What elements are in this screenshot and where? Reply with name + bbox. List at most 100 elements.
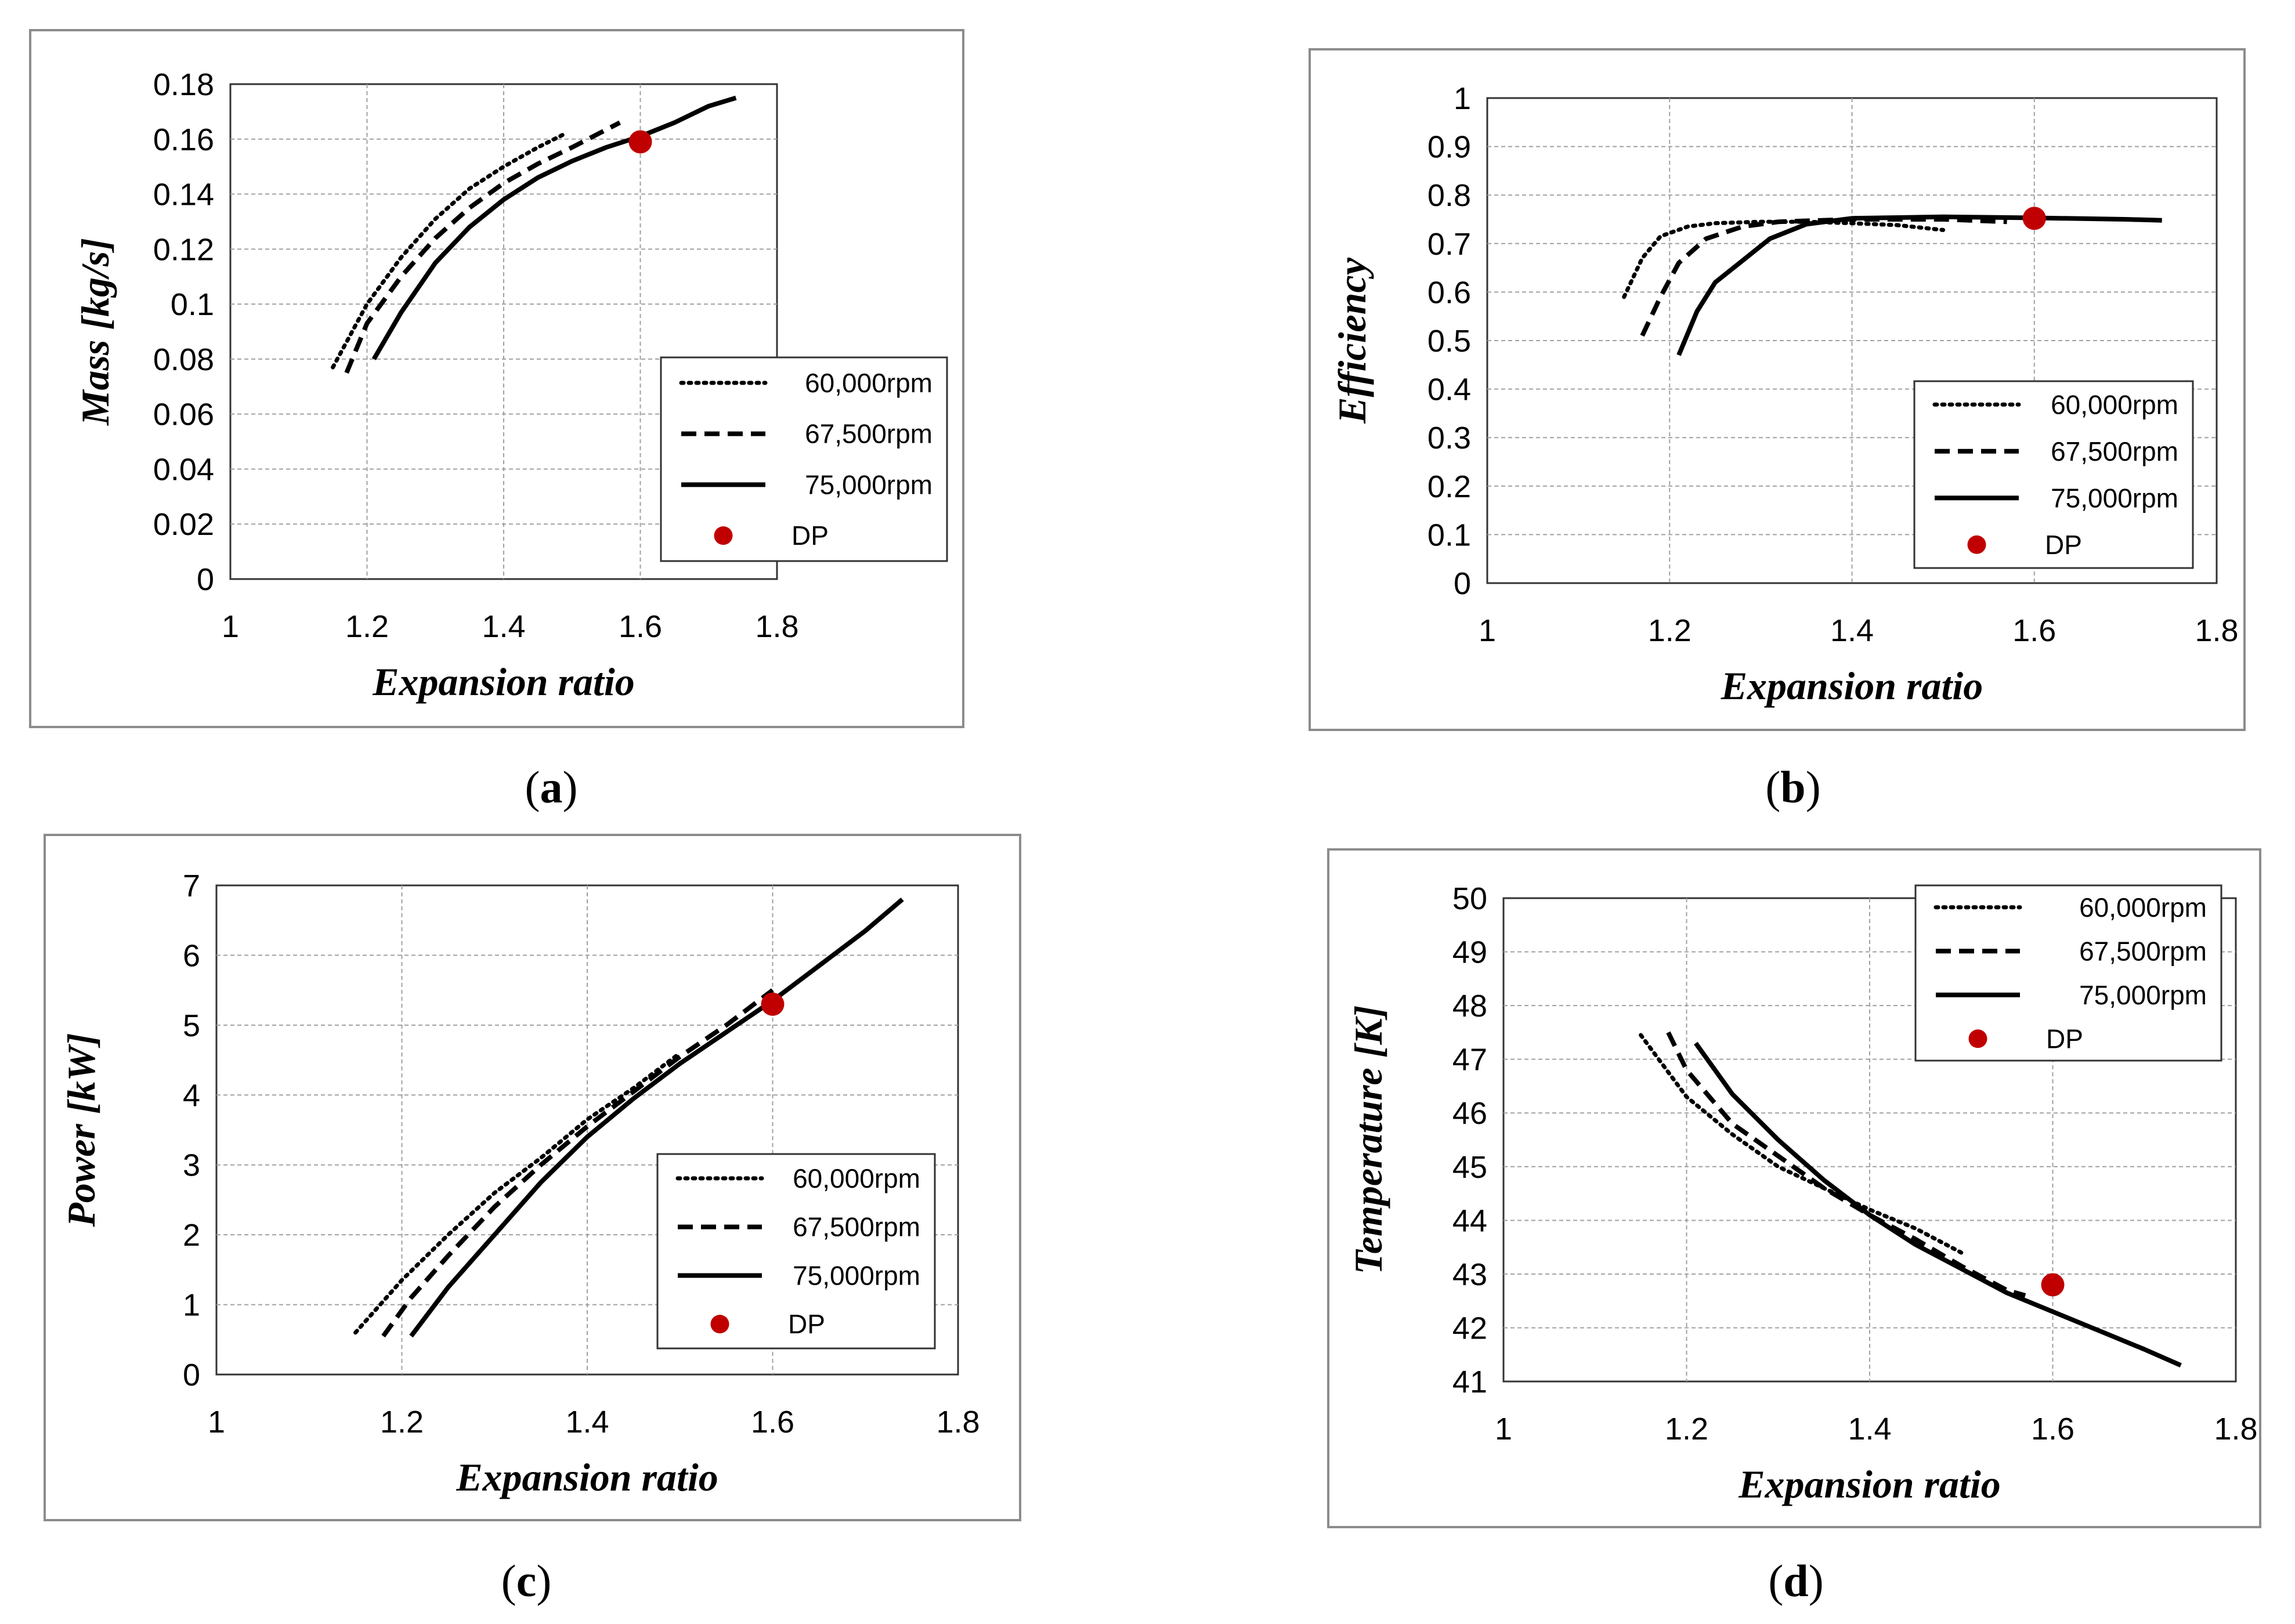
legend-sample-dp bbox=[1967, 535, 1986, 554]
y-tick-label: 4 bbox=[183, 1078, 200, 1113]
y-axis-title: Power [kW] bbox=[59, 1033, 103, 1227]
y-tick-label: 5 bbox=[183, 1008, 200, 1043]
y-tick-label: 0.14 bbox=[153, 178, 214, 212]
x-tick-label: 1.2 bbox=[1648, 613, 1692, 648]
series-line-dotted bbox=[1622, 219, 1946, 299]
y-axis-title: Temperature [K] bbox=[1346, 1005, 1390, 1274]
legend-label: 75,000rpm bbox=[2051, 483, 2178, 513]
chart-panel-c: 0 1 2 3 4 5 6 7 1 1.2 1.4 1.6 1.8 Expansion ratio Powe… bbox=[44, 834, 1021, 1521]
x-tick-label: 1.8 bbox=[936, 1405, 980, 1439]
series-line-dotted bbox=[331, 131, 568, 370]
design-point-marker bbox=[2041, 1273, 2065, 1297]
x-tick-label: 1.2 bbox=[345, 609, 389, 644]
x-axis-title: Expansion ratio bbox=[1721, 664, 1983, 708]
series-line-dotted bbox=[353, 1051, 682, 1335]
chart-svg-b: 0 0.1 0.2 0.3 0.4 0.5 0.6 0.7 0.8 0.9 1 1 1.2 1.4 1.6 1… bbox=[1330, 81, 2239, 708]
legend-label: 67,500rpm bbox=[2051, 436, 2178, 466]
legend-sample-dp bbox=[710, 1315, 729, 1334]
chart-panel-a: 0 0.02 0.04 0.06 0.08 0.1 0.12 0.14 0.16 0.18 1 1.2… bbox=[29, 29, 964, 728]
chart-svg-d: 41 42 43 44 45 46 47 48 49 50 1 1.2 1.4 1.6 1.8 Expansi… bbox=[1346, 881, 2258, 1506]
series-line-dashed bbox=[1666, 1031, 2026, 1298]
x-tick-label: 1.6 bbox=[2031, 1412, 2074, 1446]
y-tick-label: 46 bbox=[1452, 1096, 1487, 1131]
y-tick-label: 1 bbox=[1454, 81, 1471, 116]
caption-c: (c) bbox=[501, 1556, 552, 1606]
y-tick-label: 1 bbox=[183, 1288, 200, 1323]
x-tick-label: 1.2 bbox=[380, 1405, 424, 1439]
series-line-dashed bbox=[381, 988, 774, 1338]
x-tick-label: 1.6 bbox=[2012, 613, 2056, 648]
y-tick-label: 42 bbox=[1452, 1311, 1487, 1346]
legend-label: 67,500rpm bbox=[793, 1212, 920, 1242]
x-tick-label: 1 bbox=[208, 1405, 225, 1439]
y-tick-label: 0.6 bbox=[1427, 275, 1471, 310]
series-line-solid bbox=[371, 95, 737, 360]
legend-label: 75,000rpm bbox=[793, 1260, 920, 1290]
design-point-marker bbox=[2022, 207, 2046, 230]
x-tick-label: 1.2 bbox=[1665, 1412, 1708, 1446]
x-tick-label: 1.6 bbox=[619, 609, 662, 644]
y-tick-label: 43 bbox=[1452, 1257, 1487, 1292]
y-axis-title: Efficiency bbox=[1330, 257, 1374, 424]
x-axis-title: Expansion ratio bbox=[372, 660, 635, 704]
y-tick-label: 0.1 bbox=[1427, 518, 1471, 552]
legend-label: 60,000rpm bbox=[2051, 389, 2178, 419]
y-tick-label: 0.9 bbox=[1427, 130, 1471, 165]
y-tick-label: 41 bbox=[1452, 1365, 1487, 1399]
legend-sample-dp bbox=[1968, 1029, 1987, 1048]
x-tick-label: 1.4 bbox=[1830, 613, 1874, 648]
y-tick-label: 48 bbox=[1452, 989, 1487, 1023]
x-tick-label: 1.8 bbox=[755, 609, 798, 644]
legend-label: 60,000rpm bbox=[805, 368, 933, 398]
chart-panel-d: 41 42 43 44 45 46 47 48 49 50 1 1.2 1.4 1.6 1.8 Expansi… bbox=[1327, 848, 2261, 1528]
x-tick-label: 1.6 bbox=[751, 1405, 794, 1439]
legend-label: 75,000rpm bbox=[805, 469, 933, 500]
series-line-dotted bbox=[1639, 1033, 1964, 1255]
y-tick-label: 0.18 bbox=[153, 67, 214, 102]
y-tick-label: 0.16 bbox=[153, 122, 214, 157]
y-tick-label: 7 bbox=[183, 869, 200, 903]
y-tick-label: 6 bbox=[183, 938, 200, 973]
y-tick-label: 0.08 bbox=[153, 342, 214, 377]
y-tick-label: 0.2 bbox=[1427, 469, 1471, 504]
y-tick-label: 0.12 bbox=[153, 232, 214, 267]
y-tick-label: 0.5 bbox=[1427, 324, 1471, 359]
y-tick-label: 45 bbox=[1452, 1150, 1487, 1185]
caption-d: (d) bbox=[1768, 1556, 1824, 1606]
series-line-dashed bbox=[344, 120, 621, 374]
legend-label: 67,500rpm bbox=[805, 419, 933, 449]
y-tick-label: 0.7 bbox=[1427, 227, 1471, 262]
legend-box bbox=[1913, 380, 2194, 569]
x-axis-title: Expansion ratio bbox=[1738, 1462, 2001, 1506]
series-line-dashed bbox=[1640, 217, 2007, 337]
y-tick-label: 3 bbox=[183, 1148, 200, 1183]
legend-label: DP bbox=[791, 520, 829, 551]
design-point-marker bbox=[628, 130, 652, 154]
series-line-solid bbox=[409, 898, 904, 1338]
legend-label: 67,500rpm bbox=[2079, 936, 2207, 966]
y-tick-label: 0 bbox=[197, 562, 214, 597]
caption-b: (b) bbox=[1765, 762, 1821, 812]
y-tick-label: 0 bbox=[183, 1358, 200, 1392]
x-tick-label: 1.4 bbox=[565, 1405, 609, 1439]
x-tick-label: 1 bbox=[222, 609, 239, 644]
x-tick-label: 1.8 bbox=[2214, 1412, 2257, 1446]
y-tick-label: 0.06 bbox=[153, 397, 214, 432]
y-tick-label: 0 bbox=[1454, 566, 1471, 601]
y-tick-label: 0.3 bbox=[1427, 421, 1471, 455]
x-tick-label: 1 bbox=[1479, 613, 1496, 648]
y-tick-label: 0.4 bbox=[1427, 372, 1471, 407]
y-tick-label: 0.8 bbox=[1427, 178, 1471, 213]
legend-label: DP bbox=[788, 1309, 825, 1339]
x-tick-label: 1.4 bbox=[482, 609, 525, 644]
caption-a: (a) bbox=[525, 762, 578, 812]
y-tick-label: 50 bbox=[1452, 881, 1487, 916]
y-tick-label: 0.04 bbox=[153, 452, 214, 487]
legend-sample-dp bbox=[714, 526, 733, 545]
legend-label: 60,000rpm bbox=[2079, 892, 2207, 923]
y-tick-label: 47 bbox=[1452, 1043, 1487, 1077]
y-tick-label: 49 bbox=[1452, 935, 1487, 970]
y-tick-label: 0.1 bbox=[171, 287, 214, 322]
x-tick-label: 1.4 bbox=[1848, 1412, 1891, 1446]
